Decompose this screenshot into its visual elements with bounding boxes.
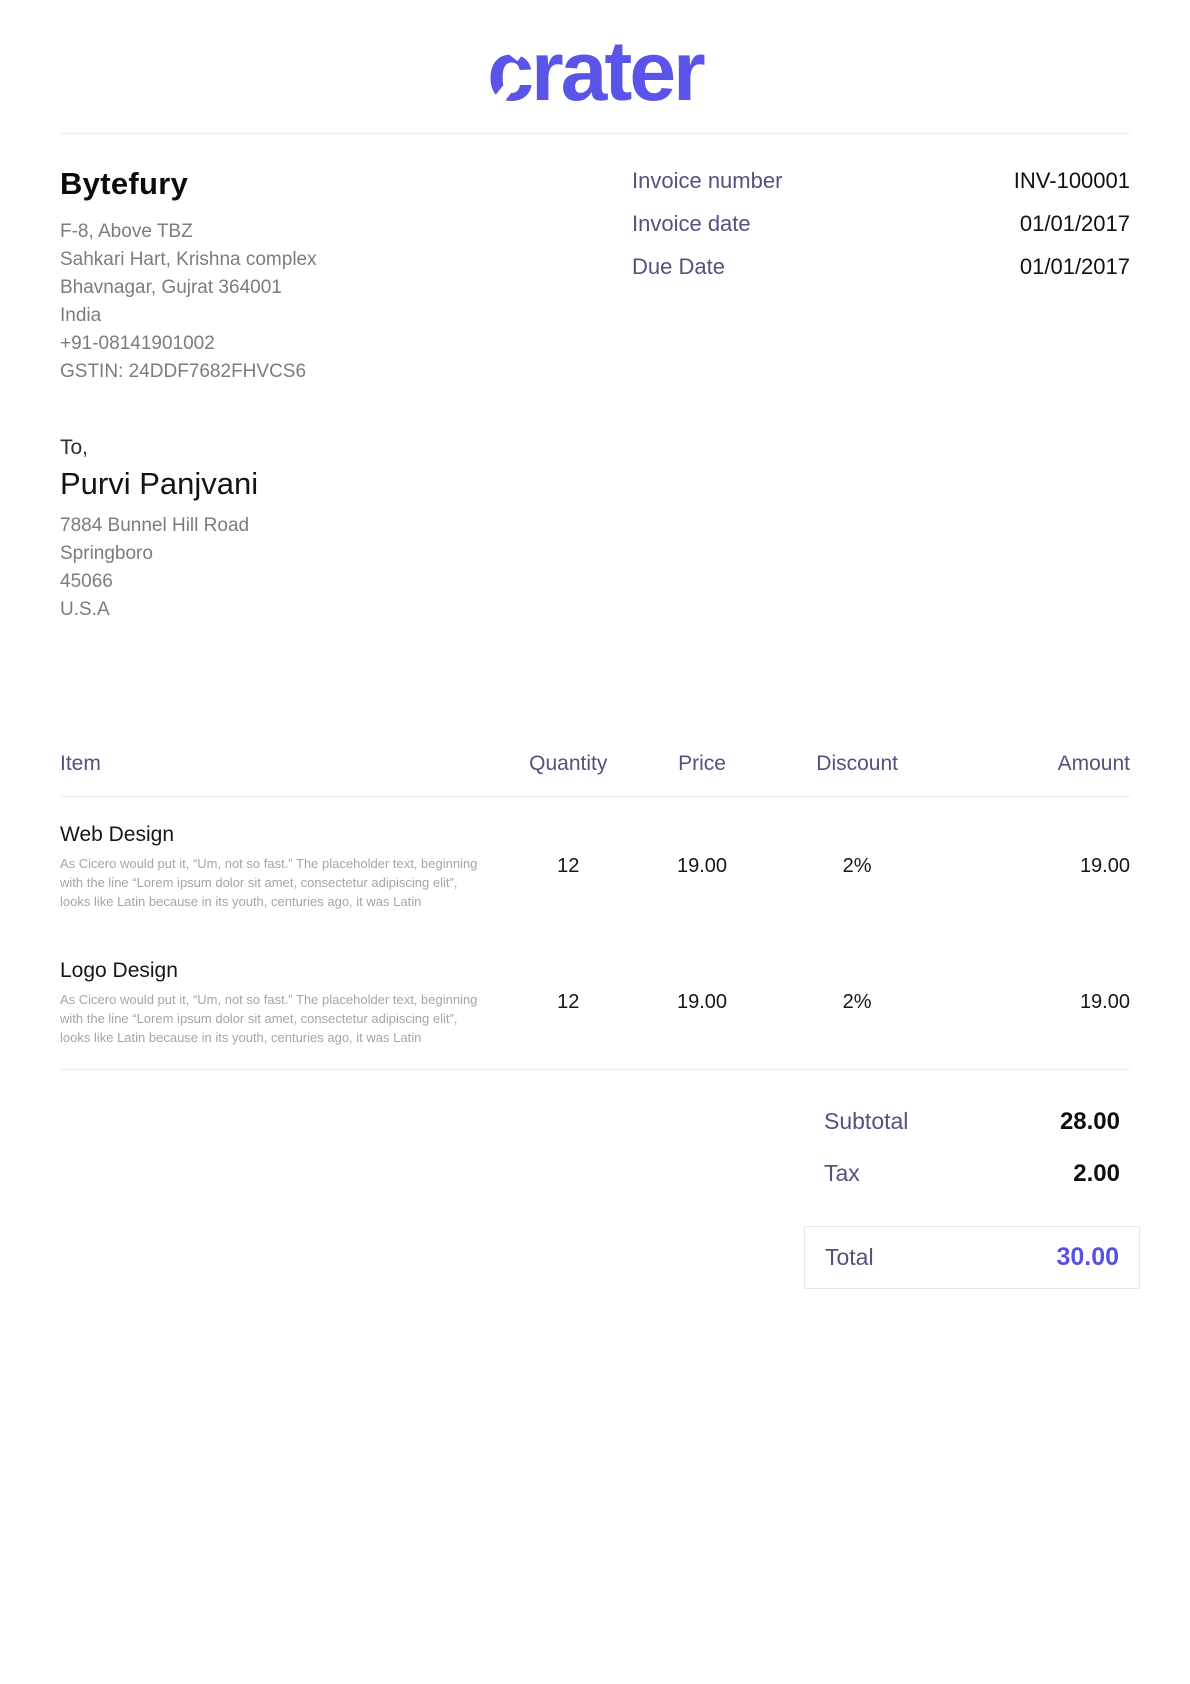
item-amount: 19.00	[1079, 855, 1130, 878]
due-date-label: Due Date	[632, 253, 725, 279]
tax-label: Tax	[824, 1160, 860, 1187]
bill-to-address-line: U.S.A	[60, 598, 110, 620]
company-address-line: Bhavnagar, Gujrat 364001	[60, 276, 282, 298]
company-phone: +91-08141901002	[60, 332, 215, 354]
bill-to-address-line: 45066	[60, 570, 113, 592]
invoice-number-value: INV-100001	[1013, 167, 1130, 193]
bill-to-block: To, Purvi Panjvani 7884 Bunnel Hill Road…	[60, 436, 1130, 624]
item-price: 19.00	[637, 932, 767, 1070]
subtotal-label: Subtotal	[824, 1108, 909, 1135]
tax-value: 2.00	[1073, 1159, 1120, 1187]
item-price: 19.00	[676, 855, 728, 878]
header-divider	[60, 132, 1130, 134]
item-description: As Cicero would put it, “Um, not so fast…	[60, 991, 478, 1045]
tax-row: Tax 2.00	[804, 1160, 1140, 1188]
invoice-number-row: Invoice number INV-100001	[632, 168, 1130, 194]
bill-to-address-line: 7884 Bunnel Hill Road	[60, 514, 250, 536]
item-amount: 19.00	[948, 932, 1130, 1070]
company-gstin: GSTIN: 24DDF7682FHVCS6	[60, 360, 307, 382]
company-name: Bytefury	[60, 165, 189, 201]
column-header-amount: Amount	[948, 751, 1130, 797]
invoice-date-row: Invoice date 01/01/2017	[632, 211, 1130, 237]
table-row: Logo Design As Cicero would put it, “Um,…	[60, 932, 1130, 1070]
item-quantity: 12	[557, 855, 580, 878]
column-header-price: Price	[637, 751, 767, 797]
bill-to-address-line: Springboro	[60, 542, 153, 564]
item-name: Web Design	[60, 822, 175, 846]
item-description: As Cicero would put it, “Um, not so fast…	[60, 855, 478, 909]
invoice-date-label: Invoice date	[632, 210, 751, 236]
totals-block: Subtotal 28.00 Tax 2.00 Total 30.00	[804, 1108, 1140, 1289]
total-row: Total 30.00	[804, 1225, 1140, 1289]
column-header-item: Item	[60, 751, 499, 797]
subtotal-row: Subtotal 28.00	[804, 1108, 1140, 1136]
company-and-meta-section: Bytefury F-8, Above TBZ Sahkari Hart, Kr…	[60, 166, 1130, 386]
company-address-line: F-8, Above TBZ	[60, 220, 193, 242]
crater-logo-c-glyph: c	[487, 24, 534, 118]
item-discount: 2%	[842, 855, 872, 878]
total-label: Total	[825, 1243, 874, 1270]
company-address-line: Sahkari Hart, Krishna complex	[60, 248, 317, 270]
crater-logo: crater	[487, 24, 706, 118]
item-discount: 2%	[766, 932, 949, 1070]
due-date-value: 01/01/2017	[1019, 253, 1130, 279]
invoice-meta-block: Invoice number INV-100001 Invoice date 0…	[632, 166, 1130, 386]
subtotal-value: 28.00	[1059, 1107, 1120, 1135]
items-table-header: Item Quantity Price Discount Amount	[60, 751, 1130, 797]
table-row: Web Design As Cicero would put it, “Um, …	[60, 796, 1130, 933]
item-quantity: 12	[498, 932, 638, 1070]
company-address-line: India	[60, 304, 102, 326]
due-date-row: Due Date 01/01/2017	[632, 254, 1130, 280]
column-header-discount: Discount	[766, 751, 949, 797]
total-value: 30.00	[1056, 1242, 1119, 1271]
column-header-quantity: Quantity	[498, 751, 638, 797]
crater-logo-text: rater	[530, 24, 706, 118]
bill-to-name: Purvi Panjvani	[60, 465, 259, 501]
invoice-number-label: Invoice number	[632, 167, 783, 193]
company-block: Bytefury F-8, Above TBZ Sahkari Hart, Kr…	[60, 166, 317, 386]
item-name: Logo Design	[60, 958, 178, 982]
bill-to-prefix: To,	[60, 435, 89, 459]
header: crater	[60, 0, 1130, 117]
items-table: Item Quantity Price Discount Amount Web …	[60, 751, 1130, 1070]
invoice-date-value: 01/01/2017	[1019, 210, 1130, 236]
